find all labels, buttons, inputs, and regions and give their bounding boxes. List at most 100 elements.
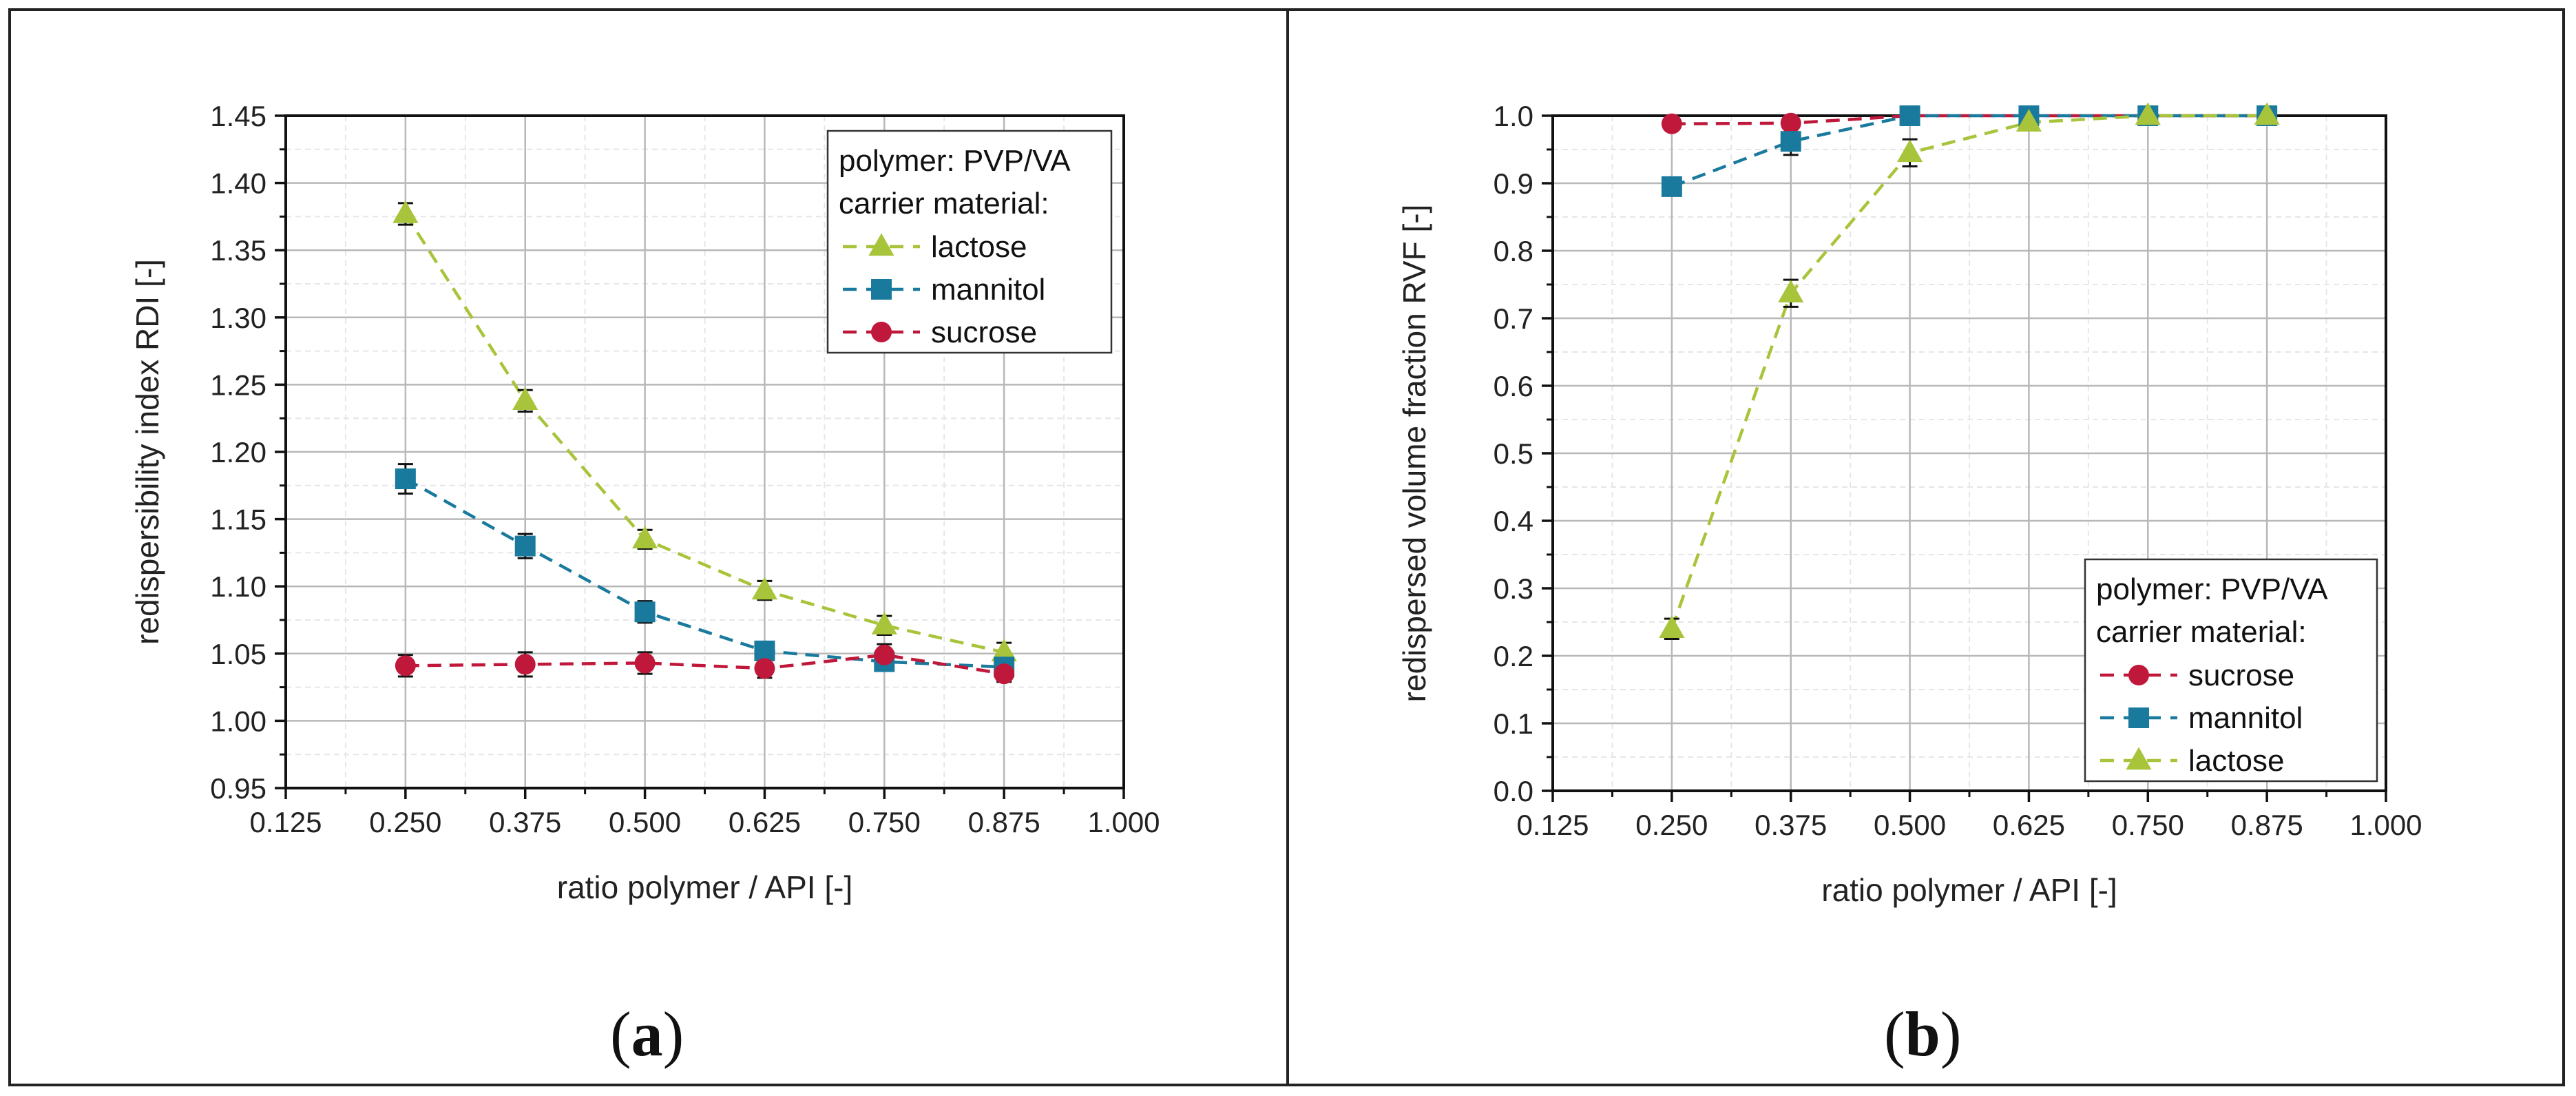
legend-label: mannitol <box>2188 701 2303 735</box>
legend-marker <box>868 233 894 256</box>
y-tick-label: 0.0 <box>1494 775 1533 807</box>
data-point-lactose <box>1659 615 1685 639</box>
markers-sucrose <box>395 644 1015 685</box>
x-tick-label: 0.500 <box>609 806 681 838</box>
series-line-lactose <box>404 213 1005 654</box>
x-tick-label: 0.750 <box>848 806 921 838</box>
x-tick-label: 0.750 <box>2112 809 2184 841</box>
panel-label-b: (b) <box>1884 999 1962 1069</box>
data-point-sucrose <box>1780 112 1801 134</box>
chart-a: 0.125 0.250 0.375 0.500 0.625 0.750 0.875 1.000… <box>129 100 1160 905</box>
legend-item-mannitol: mannitol <box>2100 701 2303 735</box>
data-point-sucrose <box>634 652 656 674</box>
series-line-sucrose <box>405 653 1005 676</box>
series-mannitol <box>404 477 1005 669</box>
x-tick-label: 0.125 <box>249 806 322 838</box>
y-tick-label: 1.10 <box>210 570 266 603</box>
y-tick-label: 1.40 <box>210 167 266 200</box>
legend-title: carrier material: <box>839 187 1049 220</box>
legend: polymer: PVP/VA carrier material: lactose m… <box>826 130 1113 354</box>
series-lactose <box>404 213 1005 654</box>
panel-label-a: (a) <box>610 999 684 1069</box>
y-axis-label: redispersibility index RDI [-] <box>129 259 165 645</box>
markers-lactose <box>392 200 1017 662</box>
legend-item-sucrose: sucrose <box>2100 659 2294 692</box>
data-point-lactose <box>1778 280 1804 302</box>
data-point-sucrose <box>1661 113 1682 134</box>
data-point-sucrose <box>754 658 775 679</box>
x-tick-label: 0.375 <box>1755 809 1827 841</box>
data-point-mannitol <box>395 468 416 490</box>
data-point-mannitol <box>1780 131 1801 152</box>
y-tick-label: 0.1 <box>1494 707 1533 740</box>
errorbars-mannitol <box>1664 111 2275 194</box>
y-tick-label: 0.5 <box>1494 437 1533 470</box>
data-point-lactose <box>2135 102 2161 125</box>
y-tick-label: 0.8 <box>1494 235 1533 267</box>
data-point-mannitol <box>1899 105 1920 126</box>
data-point-lactose <box>1896 139 1923 163</box>
panel-divider <box>1286 8 1289 1086</box>
legend: polymer: PVP/VA carrier material: sucrose m… <box>2084 558 2378 783</box>
data-point-mannitol <box>1661 176 1682 197</box>
legend-title: polymer: PVP/VA <box>839 144 1071 178</box>
data-point-lactose <box>991 639 1017 662</box>
data-point-lactose <box>2015 109 2042 132</box>
data-point-sucrose <box>395 655 416 676</box>
legend-label: mannitol <box>931 273 1045 307</box>
legend-box <box>826 130 1113 354</box>
x-tick-label: 0.625 <box>1993 809 2065 841</box>
x-tick-label: 0.250 <box>1635 809 1708 841</box>
series-lactose <box>1670 114 2268 630</box>
legend-label: sucrose <box>2188 659 2294 692</box>
data-point-mannitol <box>634 601 656 623</box>
legend-item-sucrose: sucrose <box>843 316 1037 349</box>
legend-item-mannitol: mannitol <box>843 273 1045 307</box>
x-axis-label: ratio polymer / API [-] <box>1821 872 2117 908</box>
data-point-sucrose <box>514 654 536 675</box>
x-tick-label: 0.875 <box>2231 809 2303 841</box>
legend-label: sucrose <box>931 316 1037 349</box>
x-tick-label: 1.000 <box>2349 809 2422 841</box>
markers-lactose <box>1659 102 2280 639</box>
x-tick-label: 0.125 <box>1516 809 1589 841</box>
chart-b: 0.125 0.250 0.375 0.500 0.625 0.750 0.875 1.000… <box>1396 100 2422 908</box>
legend-item-lactose: lactose <box>843 230 1027 264</box>
data-point-sucrose <box>874 644 895 665</box>
legend-title: carrier material: <box>2096 615 2307 649</box>
y-tick-label: 0.4 <box>1494 505 1533 537</box>
y-tick-label: 1.25 <box>210 369 266 401</box>
legend-item-lactose: lactose <box>2100 744 2284 778</box>
series-line-lactose <box>1670 114 2268 630</box>
y-tick-label: 0.95 <box>210 772 266 805</box>
data-point-lactose <box>871 612 897 635</box>
y-tick-label: 1.05 <box>210 638 266 670</box>
x-axis-label: ratio polymer / API [-] <box>557 869 852 905</box>
y-tick-label: 1.0 <box>1494 100 1533 132</box>
data-point-mannitol <box>514 535 536 557</box>
y-tick-label: 0.9 <box>1494 167 1533 200</box>
legend-title: polymer: PVP/VA <box>2096 572 2328 606</box>
data-point-lactose <box>631 526 658 549</box>
series-line-mannitol <box>404 477 1005 669</box>
x-tick-label: 0.500 <box>1874 809 1946 841</box>
y-tick-label: 1.15 <box>210 504 266 536</box>
major-grid <box>1553 116 2386 791</box>
y-tick-label: 1.35 <box>210 234 266 267</box>
legend-marker <box>871 279 892 300</box>
legend-label: lactose <box>2188 744 2284 778</box>
y-tick-label: 0.2 <box>1494 640 1533 672</box>
x-tick-label: 0.375 <box>489 806 561 838</box>
data-point-lactose <box>512 387 538 411</box>
y-tick-label: 1.30 <box>210 302 266 334</box>
y-tick-label: 0.7 <box>1494 302 1533 335</box>
legend-marker <box>2128 707 2149 728</box>
y-tick-label: 0.6 <box>1494 370 1533 402</box>
y-tick-label: 1.00 <box>210 705 266 737</box>
x-tick-label: 0.875 <box>968 806 1040 838</box>
legend-marker <box>871 322 892 342</box>
data-point-sucrose <box>994 663 1015 685</box>
series-sucrose <box>405 653 1005 676</box>
data-point-lactose <box>751 577 778 600</box>
legend-marker <box>2126 747 2152 770</box>
